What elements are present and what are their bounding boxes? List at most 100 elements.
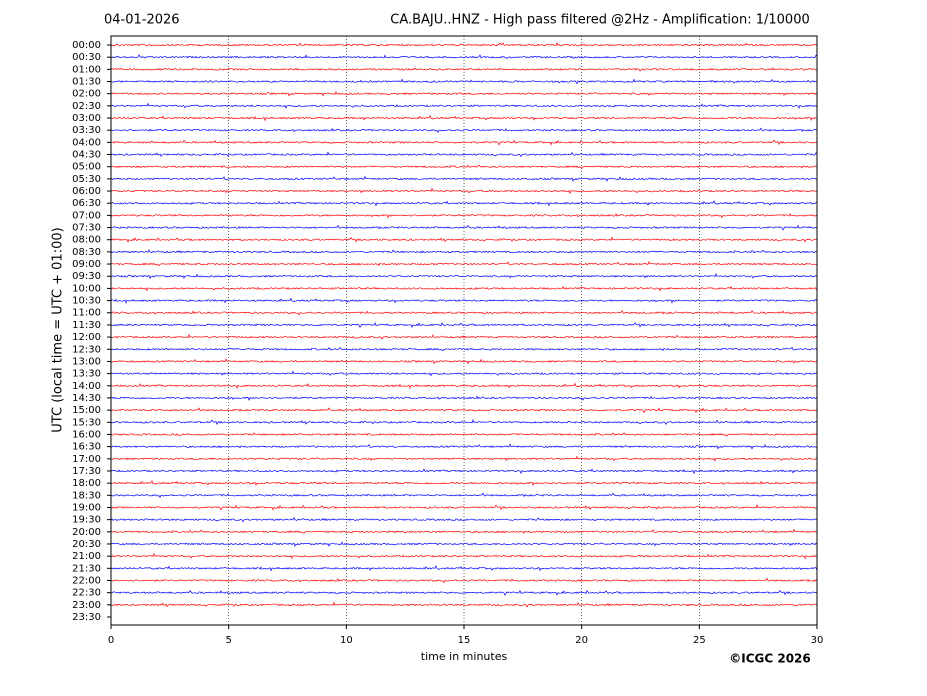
y-tick-label: 03:30 [72,125,101,136]
trace [110,382,818,390]
trace [110,516,818,523]
y-tick-label: 07:00 [72,210,101,221]
y-tick-label: 10:30 [72,296,101,307]
y-tick-label: 05:30 [72,174,101,185]
trace [110,249,818,254]
trace [110,346,818,352]
y-tick-label: 01:30 [72,77,101,88]
y-tick-label: 17:30 [72,466,101,477]
trace [110,577,818,584]
trace [110,260,818,267]
y-tick-label: 01:00 [72,64,101,75]
trace [110,273,818,280]
trace [110,395,818,401]
y-tick-label: 18:30 [72,490,101,501]
trace [110,151,818,158]
trace [110,54,818,60]
trace [110,285,818,292]
chart-title: CA.BAJU..HNZ - High pass filtered @2Hz -… [390,13,810,28]
y-tick-label: 21:00 [72,551,101,562]
trace [110,358,818,365]
x-tick-label: 20 [575,635,588,646]
y-tick-label: 02:00 [72,89,101,100]
y-tick-label: 17:00 [72,454,101,465]
trace [110,224,818,231]
trace [110,601,818,608]
date: 04-01-2026 [104,13,180,28]
trace [110,589,818,596]
trace [110,67,818,72]
x-tick-label: 25 [693,635,706,646]
y-tick-label: 00:30 [72,52,101,63]
y-tick-label: 05:00 [72,162,101,173]
trace [110,175,818,182]
trace [110,492,818,499]
y-tick-label: 09:30 [72,271,101,282]
y-tick-label: 23:00 [72,600,101,611]
y-tick-label: 22:00 [72,575,101,586]
y-tick-label: 07:30 [72,223,101,234]
y-tick-label: 04:00 [72,137,101,148]
y-tick-label: 19:30 [72,515,101,526]
y-tick-label: 16:30 [72,442,101,453]
y-tick-label: 12:00 [72,332,101,343]
y-tick-label: 13:00 [72,356,101,367]
trace [110,91,818,97]
y-tick-label: 22:30 [72,588,101,599]
x-tick-label: 5 [225,635,231,646]
y-tick-label: 23:30 [72,612,101,623]
trace [110,528,818,534]
trace [110,333,818,340]
y-tick-label: 12:30 [72,344,101,355]
y-tick-label: 09:00 [72,259,101,270]
trace [110,187,818,195]
x-tick-label: 10 [340,635,353,646]
trace [110,236,818,243]
y-tick-label: 10:00 [72,283,101,294]
credit: ©ICGC 2026 [729,652,811,666]
y-tick-label: 02:30 [72,101,101,112]
y-tick-label: 16:00 [72,429,101,440]
y-tick-label: 00:00 [72,40,101,51]
trace [110,139,818,146]
trace [110,127,818,134]
y-tick-label: 15:00 [72,405,101,416]
trace [110,565,818,572]
trace [110,455,818,462]
trace [110,297,818,304]
trace [110,114,818,122]
y-tick-label: 11:00 [72,308,101,319]
y-tick-label: 14:00 [72,381,101,392]
trace [110,102,818,110]
trace [110,480,818,487]
trace [110,41,818,47]
trace [110,418,818,426]
y-tick-label: 08:00 [72,235,101,246]
trace [110,309,818,316]
y-axis-label: UTC (local time = UTC + 01:00) [51,227,66,432]
trace [110,541,818,547]
y-tick-label: 06:00 [72,186,101,197]
trace [110,468,818,475]
y-tick-label: 04:30 [72,150,101,161]
y-tick-label: 08:30 [72,247,101,258]
y-tick-label: 15:30 [72,417,101,428]
trace [110,443,818,450]
x-tick-label: 30 [811,635,824,646]
y-tick-label: 18:00 [72,478,101,489]
y-tick-label: 11:30 [72,320,101,331]
y-tick-label: 19:00 [72,502,101,513]
y-tick-label: 21:30 [72,563,101,574]
trace [110,213,818,219]
y-tick-label: 13:30 [72,369,101,380]
trace [110,407,818,414]
x-axis-label: time in minutes [421,650,508,663]
plot-area [110,36,818,625]
trace [110,370,818,377]
trace [110,552,818,560]
trace [110,78,818,85]
y-tick-label: 20:30 [72,539,101,550]
trace [110,504,818,511]
